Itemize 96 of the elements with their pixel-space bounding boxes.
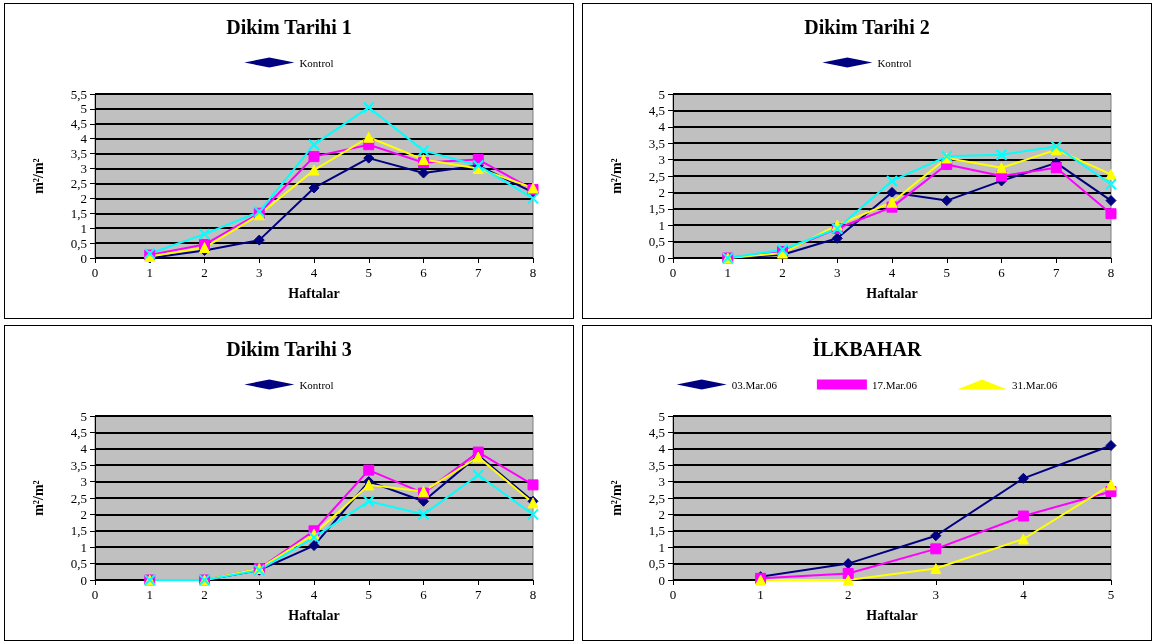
y-axis-title: m²/m² [30, 158, 46, 194]
y-tick-label: 1,5 [70, 205, 87, 221]
y-tick-label: 3 [80, 161, 87, 177]
y-tick-label: 3,5 [70, 146, 87, 162]
y-tick-label: 0,5 [648, 556, 665, 572]
y-tick-label: 3 [658, 152, 665, 168]
x-tick-label: 2 [844, 587, 852, 602]
y-tick-label: 4,5 [70, 116, 87, 132]
y-tick-label: 5,5 [70, 86, 87, 102]
x-tick-label: 1 [757, 587, 764, 602]
y-tick-label: 2,5 [70, 490, 87, 506]
legend-label: Kontrol [299, 56, 334, 69]
legend-label: 17.Mar.06 [871, 378, 918, 391]
x-tick-label: 4 [1020, 587, 1028, 602]
x-tick-label: 5 [365, 265, 372, 280]
y-tick-label: 4 [80, 131, 88, 147]
x-tick-label: 6 [420, 587, 428, 602]
y-tick-label: 2,5 [648, 168, 665, 184]
y-tick-label: 1,5 [648, 201, 665, 217]
y-tick-label: 2 [80, 190, 87, 206]
y-tick-label: 1,5 [70, 523, 87, 539]
y-tick-label: 5 [80, 101, 87, 117]
y-tick-label: 4,5 [648, 424, 665, 440]
x-tick-label: 4 [310, 587, 318, 602]
x-tick-label: 5 [365, 587, 372, 602]
y-axis-title: m²/m² [30, 480, 46, 516]
x-axis-title: Haftalar [866, 285, 918, 301]
x-tick-label: 7 [475, 587, 482, 602]
y-tick-label: 3,5 [70, 457, 87, 473]
y-tick-label: 5 [658, 408, 665, 424]
y-tick-label: 2 [658, 184, 665, 200]
y-tick-label: 3 [80, 474, 87, 490]
chart-title: Dikim Tarihi 1 [226, 16, 352, 38]
x-tick-label: 3 [834, 265, 841, 280]
chart-title: Dikim Tarihi 3 [226, 338, 352, 360]
x-tick-label: 1 [146, 587, 153, 602]
y-tick-label: 2 [658, 506, 665, 522]
chart-title: İLKBAHAR [812, 337, 923, 360]
x-tick-label: 0 [669, 265, 677, 280]
y-tick-label: 5 [658, 86, 665, 102]
y-tick-label: 0,5 [70, 556, 87, 572]
y-tick-label: 0 [658, 572, 665, 588]
y-tick-label: 3,5 [648, 135, 665, 151]
y-tick-label: 0 [80, 572, 87, 588]
x-tick-label: 4 [310, 265, 318, 280]
x-tick-label: 0 [91, 265, 99, 280]
x-tick-label: 1 [146, 265, 153, 280]
x-tick-label: 7 [475, 265, 482, 280]
x-axis-title: Haftalar [866, 607, 918, 623]
x-axis-title: Haftalar [288, 285, 340, 301]
y-tick-label: 2,5 [648, 490, 665, 506]
legend-label: Kontrol [877, 56, 912, 69]
y-tick-label: 0 [80, 250, 87, 266]
y-tick-label: 0 [658, 250, 665, 266]
x-tick-label: 6 [420, 265, 428, 280]
y-tick-label: 2 [80, 506, 87, 522]
x-tick-label: 3 [256, 265, 263, 280]
y-tick-label: 0,5 [70, 235, 87, 251]
y-tick-label: 1 [658, 539, 665, 555]
x-tick-label: 2 [201, 265, 208, 280]
x-tick-label: 1 [724, 265, 731, 280]
x-tick-label: 6 [998, 265, 1006, 280]
x-tick-label: 0 [669, 587, 677, 602]
y-tick-label: 4,5 [648, 102, 665, 118]
y-tick-label: 1 [80, 539, 87, 555]
x-tick-label: 2 [201, 587, 208, 602]
y-tick-label: 1 [80, 220, 87, 236]
y-tick-label: 4 [658, 119, 666, 135]
x-tick-label: 5 [1107, 587, 1115, 602]
legend-label: 03.Mar.06 [731, 378, 778, 391]
y-tick-label: 5 [80, 408, 87, 424]
y-tick-label: 4,5 [70, 424, 87, 440]
x-tick-label: 8 [1107, 265, 1115, 280]
y-tick-label: 3,5 [648, 457, 665, 473]
x-tick-label: 5 [943, 265, 950, 280]
x-axis-title: Haftalar [288, 607, 340, 623]
y-tick-label: 1,5 [648, 523, 665, 539]
x-tick-label: 4 [888, 265, 896, 280]
legend-label: Kontrol [299, 378, 334, 391]
y-tick-label: 4 [658, 441, 666, 457]
y-tick-label: 3 [658, 474, 665, 490]
y-axis-title: m²/m² [608, 158, 624, 194]
legend-label: 31.Mar.06 [1012, 378, 1058, 391]
x-tick-label: 2 [779, 265, 786, 280]
y-tick-label: 0,5 [648, 234, 665, 250]
x-tick-label: 0 [91, 587, 99, 602]
x-tick-label: 8 [529, 587, 537, 602]
x-tick-label: 3 [256, 587, 263, 602]
x-tick-label: 8 [529, 265, 537, 280]
y-tick-label: 1 [658, 217, 665, 233]
chart-title: Dikim Tarihi 2 [804, 16, 930, 38]
y-tick-label: 4 [80, 441, 88, 457]
y-axis-title: m²/m² [608, 480, 624, 516]
x-tick-label: 7 [1053, 265, 1060, 280]
y-tick-label: 2,5 [70, 175, 87, 191]
x-tick-label: 3 [932, 587, 940, 602]
